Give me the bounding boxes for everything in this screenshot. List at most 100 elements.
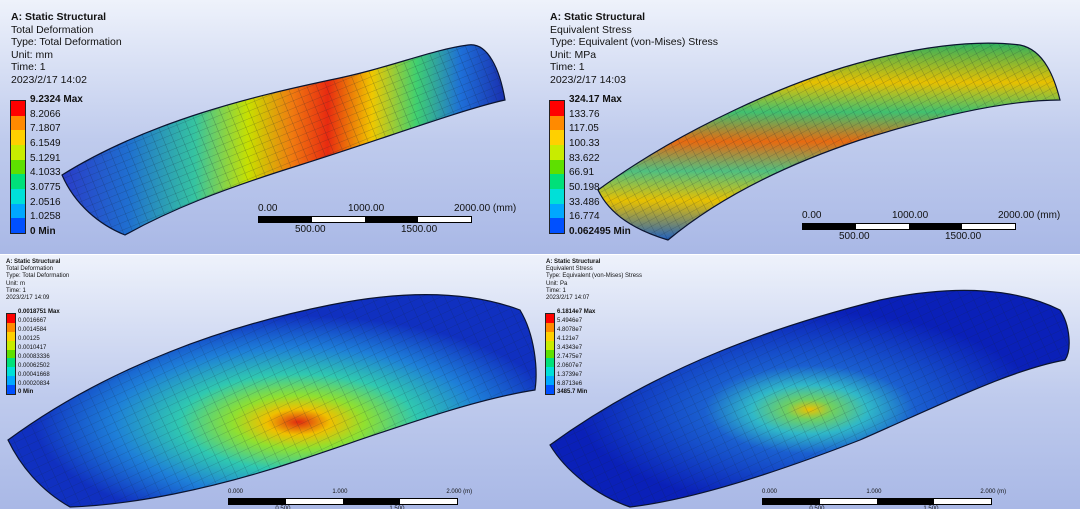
result-time: Time: 1: [550, 61, 585, 73]
scale-tick-label: 1.500: [923, 506, 939, 509]
legend-value-label: 33.486: [569, 196, 600, 208]
legend-swatch: [11, 159, 25, 175]
result-header: A: Static Structural Equivalent Stress T…: [546, 259, 642, 302]
legend-value-label: 5.4946e7: [557, 318, 583, 325]
legend-value-label: 0.00125: [18, 336, 40, 343]
legend-min-label: 0.062495 Min: [569, 226, 631, 237]
legend-value-label: 0.0010417: [18, 344, 47, 351]
scale-segment: [803, 224, 856, 229]
scale-tick-label: 1500.00: [401, 224, 438, 235]
scale-tick-label: 0.00: [802, 210, 822, 221]
legend-swatch: [7, 340, 15, 350]
legend-swatch: [550, 218, 564, 233]
model-view[interactable]: [0, 0, 540, 254]
result-unit: Unit: MPa: [550, 48, 597, 61]
legend-swatch: [7, 358, 15, 368]
result-type: Type: Equivalent (von-Mises) Stress: [550, 36, 719, 48]
scale-tick-label: 2000.00 (mm): [454, 203, 517, 214]
legend-swatch: [546, 376, 554, 385]
result-time: Time: 1: [6, 287, 26, 294]
model-view[interactable]: [540, 0, 1080, 254]
result-name: Total Deformation: [6, 266, 54, 273]
legend-swatch: [7, 349, 15, 359]
contour-legend: 9.2324 Max 8.2066 7.1807 6.1549 5.1291 4.1033…: [10, 94, 130, 237]
model-view[interactable]: [540, 255, 1080, 509]
result-type: Type: Equivalent (von-Mises) Stress: [546, 273, 643, 280]
result-name: Equivalent Stress: [546, 266, 593, 273]
legend-swatch: [11, 174, 25, 189]
scale-ruler: [802, 223, 1016, 230]
legend-swatch: [7, 376, 15, 385]
result-type: Type: Total Deformation: [11, 36, 122, 48]
scale-tick-label: 2000.00 (mm): [998, 210, 1061, 221]
legend-swatch: [550, 159, 564, 175]
legend-swatch: [11, 130, 25, 145]
legend-max-label: 324.17 Max: [569, 94, 622, 105]
legend-color-bar: [549, 100, 565, 234]
scale-bar: 0.00 1000.00 2000.00 (mm) 500.00 1500.00: [258, 203, 516, 235]
analysis-system: A: Static Structural: [11, 11, 107, 23]
legend-value-label: 4.1033: [30, 167, 61, 179]
legend-value-label: 50.198: [569, 182, 600, 193]
scale-segment: [259, 217, 312, 222]
result-header: A: Static Structural Equivalent Stress T…: [550, 11, 718, 86]
legend-value-label: 0.0014584: [18, 327, 47, 334]
contour-legend: 0.0018751 Max 0.0016667 0.0014584 0.00125 0.…: [6, 309, 86, 395]
scale-tick-label: 1.500: [389, 506, 405, 509]
legend-min-label: 0 Min: [30, 226, 56, 237]
legend-value-label: 4.121e7: [557, 336, 579, 343]
scale-tick-label: 0.000: [762, 489, 778, 495]
legend-value-label: 0.00083336: [18, 353, 50, 360]
legend-color-bar: [10, 100, 26, 234]
legend-swatch: [550, 130, 564, 145]
scale-bar: 0.00 1000.00 2000.00 (mm) 500.00 1500.00: [802, 210, 1072, 242]
legend-value-label: 1.3739e7: [557, 371, 583, 378]
result-header: A: Static Structural Total Deformation T…: [6, 259, 69, 302]
result-header: A: Static Structural Total Deformation T…: [11, 11, 122, 86]
analysis-system: A: Static Structural: [550, 11, 646, 23]
legend-swatch: [7, 314, 15, 323]
legend-max-label: 0.0018751 Max: [18, 309, 60, 316]
legend-swatch: [546, 349, 554, 359]
legend-swatch: [550, 174, 564, 189]
legend-value-label: 2.7475e7: [557, 353, 583, 360]
scale-bar: 0.000 1.000 2.000 (m) 0.500 1.500: [228, 489, 488, 509]
mesh-lines: [597, 42, 1061, 241]
legend-value-label: 6.8713e6: [557, 380, 583, 387]
legend-swatch: [7, 331, 15, 341]
legend-value-label: 66.91: [569, 167, 595, 179]
legend-color-bar: [6, 313, 16, 395]
legend-swatch: [11, 101, 25, 116]
result-date: 2023/2/17 14:02: [11, 73, 87, 86]
scale-tick-label: 0.00: [258, 203, 278, 214]
legend-swatch: [11, 188, 25, 204]
legend-swatch: [11, 115, 25, 131]
legend-swatch: [7, 322, 15, 332]
legend-swatch: [550, 203, 564, 219]
analysis-system: A: Static Structural: [6, 259, 61, 265]
panel-total-deformation-m: A: Static Structural Total Deformation T…: [0, 255, 540, 509]
result-date: 2023/2/17 14:09: [6, 295, 50, 302]
contour-legend: 324.17 Max 133.76 117.05 100.33 83.622 66.91 5…: [549, 94, 669, 237]
result-time: Time: 1: [546, 287, 566, 294]
legend-value-label: 133.76: [569, 108, 600, 120]
scale-segment: [343, 499, 400, 504]
scale-bar: 0.000 1.000 2.000 (m) 0.500 1.500: [762, 489, 1032, 509]
legend-swatch: [11, 144, 25, 160]
legend-swatch: [546, 322, 554, 332]
scale-ruler: [762, 498, 992, 505]
scale-tick-label: 0.000: [228, 489, 244, 495]
legend-swatch: [11, 218, 25, 233]
result-unit: Unit: m: [6, 280, 26, 287]
model-view[interactable]: [0, 255, 540, 509]
legend-value-label: 0.00041668: [18, 371, 50, 378]
legend-color-bar: [545, 313, 555, 395]
scale-segment: [763, 499, 820, 504]
legend-swatch: [546, 367, 554, 377]
result-date: 2023/2/17 14:03: [550, 73, 626, 86]
legend-swatch: [550, 188, 564, 204]
scale-tick-label: 1.000: [866, 489, 882, 495]
result-name: Total Deformation: [11, 23, 94, 36]
scale-segment: [365, 217, 418, 222]
legend-value-label: 4.8078e7: [557, 327, 583, 334]
